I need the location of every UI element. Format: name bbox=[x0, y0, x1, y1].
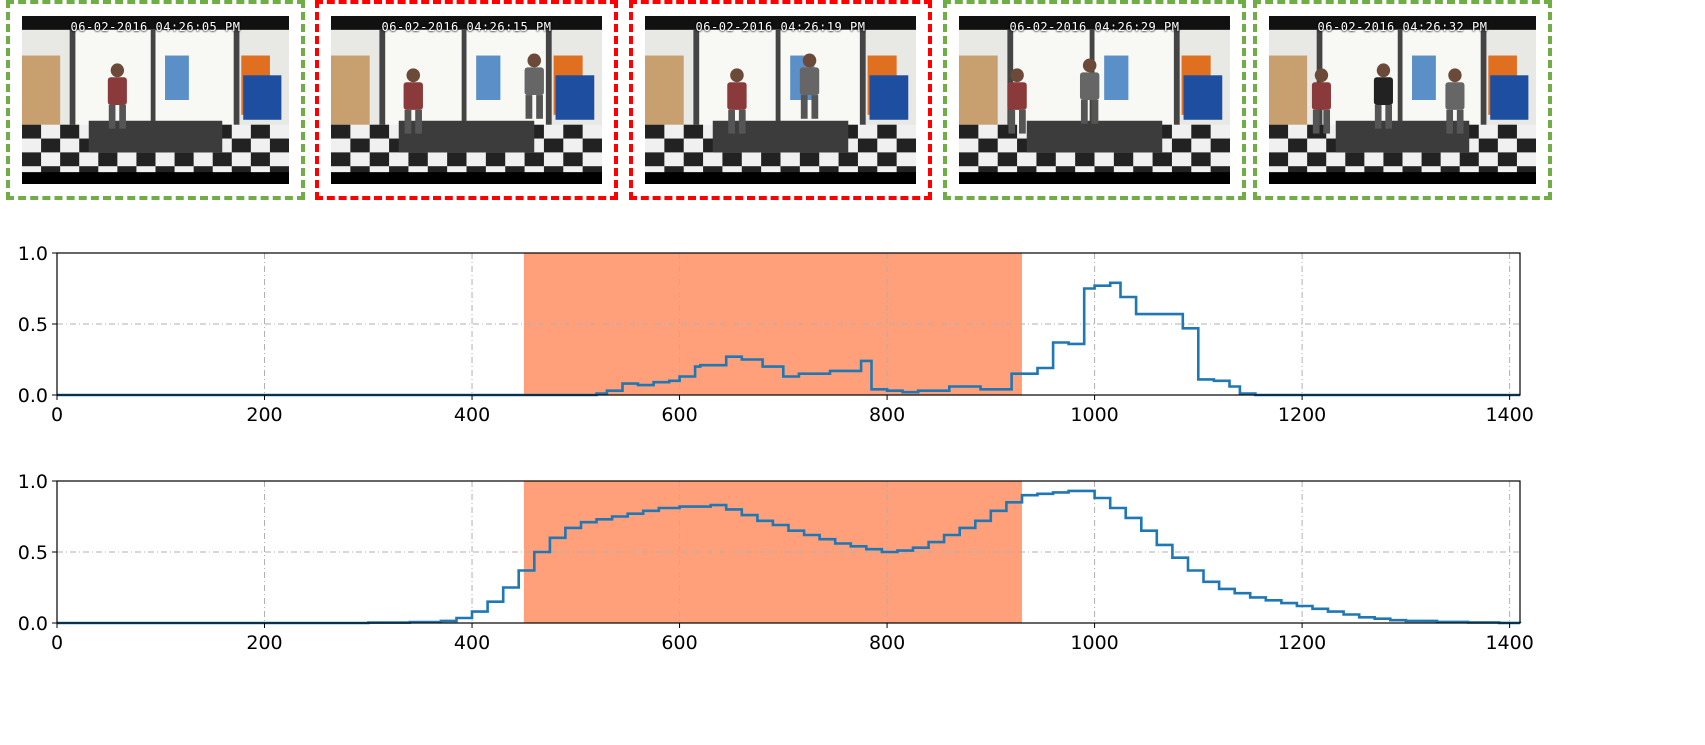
x-tick-label: 400 bbox=[454, 632, 490, 654]
chart-panel: 0 200 400 600 800 1000 1200 1400 0.0 0.5 1.0 bbox=[18, 471, 1534, 654]
anomaly-score-charts: 0 200 400 600 800 1000 1200 1400 0.0 0.5 1.0 0 200 40… bbox=[18, 243, 1534, 654]
frame-scene bbox=[1269, 16, 1536, 184]
store-entrance-scene bbox=[645, 16, 916, 184]
x-tick-label: 1200 bbox=[1278, 632, 1326, 654]
video-frame: 06-02-2016 04:26:19 PM bbox=[629, 0, 932, 200]
frame-scene bbox=[331, 16, 602, 184]
frame-timestamp: 06-02-2016 04:26:32 PM bbox=[1317, 20, 1488, 34]
x-tick-label: 400 bbox=[454, 404, 490, 426]
x-tick-label: 200 bbox=[246, 632, 282, 654]
frame-timestamp: 06-02-2016 04:26:19 PM bbox=[695, 20, 866, 34]
x-tick-label: 600 bbox=[661, 632, 697, 654]
frame-timestamp: 06-02-2016 04:26:05 PM bbox=[70, 20, 241, 34]
x-tick-label: 0 bbox=[51, 404, 63, 426]
score-series-line bbox=[57, 489, 1522, 625]
video-frame-strip: 06-02-2016 04:26:05 PM bbox=[0, 0, 1705, 225]
y-tick-label: 1.0 bbox=[18, 243, 48, 265]
video-frame: 06-02-2016 04:26:32 PM bbox=[1253, 0, 1552, 200]
x-tick-label: 800 bbox=[869, 632, 905, 654]
frame-scene bbox=[645, 16, 916, 184]
x-tick-label: 1000 bbox=[1070, 632, 1118, 654]
store-entrance-scene bbox=[1269, 16, 1536, 184]
x-tick-label: 600 bbox=[661, 404, 697, 426]
frame-timestamp: 06-02-2016 04:26:15 PM bbox=[381, 20, 552, 34]
x-tick-label: 1400 bbox=[1485, 404, 1533, 426]
score-series-line bbox=[57, 281, 1520, 397]
y-tick-label: 0.0 bbox=[18, 613, 48, 635]
x-tick-label: 1400 bbox=[1485, 632, 1533, 654]
video-frame: 06-02-2016 04:26:29 PM bbox=[943, 0, 1246, 200]
x-tick-label: 1000 bbox=[1070, 404, 1118, 426]
x-tick-label: 200 bbox=[246, 404, 282, 426]
video-frame: 06-02-2016 04:26:05 PM bbox=[6, 0, 305, 200]
video-frame: 06-02-2016 04:26:15 PM bbox=[315, 0, 618, 200]
y-tick-label: 1.0 bbox=[18, 471, 48, 493]
x-tick-label: 1200 bbox=[1278, 404, 1326, 426]
x-tick-label: 0 bbox=[51, 632, 63, 654]
store-entrance-scene bbox=[959, 16, 1230, 184]
frame-scene bbox=[22, 16, 289, 184]
store-entrance-scene bbox=[22, 16, 289, 184]
y-tick-label: 0.5 bbox=[18, 542, 48, 564]
store-entrance-scene bbox=[331, 16, 602, 184]
frame-timestamp: 06-02-2016 04:26:29 PM bbox=[1009, 20, 1180, 34]
chart-panel: 0 200 400 600 800 1000 1200 1400 0.0 0.5 1.0 bbox=[18, 243, 1534, 426]
x-tick-label: 800 bbox=[869, 404, 905, 426]
y-tick-label: 0.0 bbox=[18, 385, 48, 407]
y-tick-label: 0.5 bbox=[18, 314, 48, 336]
frame-scene bbox=[959, 16, 1230, 184]
